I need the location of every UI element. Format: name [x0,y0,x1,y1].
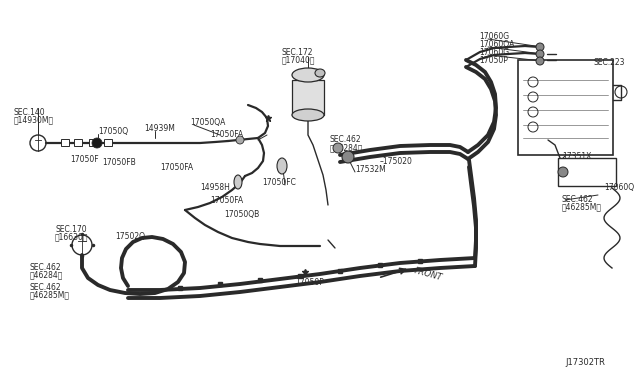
Text: SEC.462: SEC.462 [30,263,61,272]
Circle shape [536,43,544,51]
Circle shape [92,138,102,148]
Text: 17060QA: 17060QA [479,40,515,49]
Text: ㅉ16630〕: ㅉ16630〕 [55,232,88,241]
Text: 17050Q: 17050Q [98,127,128,136]
Text: SEC.172: SEC.172 [282,48,314,57]
Ellipse shape [277,158,287,174]
Text: 17050FA: 17050FA [210,130,243,139]
Text: 〔46284〕: 〔46284〕 [30,270,63,279]
Text: SEC.223: SEC.223 [593,58,625,67]
Text: SEC.462: SEC.462 [330,135,362,144]
Text: FRONT: FRONT [413,266,443,282]
Text: –175020: –175020 [380,157,413,166]
Bar [558,158,616,186]
Text: 17060G: 17060G [479,48,509,57]
Text: 〔46285M〕: 〔46285M〕 [30,290,70,299]
Text: SEC.170: SEC.170 [55,225,86,234]
Text: 14939M: 14939M [144,124,175,133]
Text: J17302TR: J17302TR [565,358,605,367]
Text: ㅉ14930M〕: ㅉ14930M〕 [14,115,54,124]
Circle shape [558,167,568,177]
Text: SEC.462: SEC.462 [30,283,61,292]
Text: 17050QB: 17050QB [224,210,259,219]
Ellipse shape [234,175,242,189]
Text: 〗17040〙: 〗17040〙 [282,55,316,64]
Bar [518,60,613,155]
Text: SEC.140: SEC.140 [14,108,45,117]
Text: 17050P: 17050P [479,56,508,65]
Text: 17050FB: 17050FB [102,158,136,167]
Text: 17050FA: 17050FA [160,163,193,172]
Bar [292,80,324,115]
Circle shape [536,57,544,65]
Circle shape [333,143,343,153]
Text: 17532M: 17532M [355,165,386,174]
Text: 14958H: 14958H [200,183,230,192]
Ellipse shape [292,109,324,121]
Text: 〔46284〕: 〔46284〕 [330,143,364,152]
Text: 17351X: 17351X [562,152,591,161]
Text: 17050FC: 17050FC [262,178,296,187]
Bar [74,139,82,146]
Text: 17502Q: 17502Q [115,232,145,241]
Text: 17060G: 17060G [479,32,509,41]
Text: 17060Q: 17060Q [604,183,634,192]
Ellipse shape [292,68,324,82]
Circle shape [342,151,354,163]
Text: 17050P: 17050P [295,278,324,287]
Text: 17050F: 17050F [70,155,99,164]
Bar [61,139,69,146]
Text: SEC.462: SEC.462 [562,195,594,204]
Ellipse shape [315,69,325,77]
Circle shape [236,136,244,144]
Text: 〔46285M〕: 〔46285M〕 [562,202,602,211]
Text: 17050FA: 17050FA [210,196,243,205]
Bar [89,139,97,146]
Circle shape [536,50,544,58]
Bar [104,139,112,146]
Text: 17050QA: 17050QA [190,118,225,127]
